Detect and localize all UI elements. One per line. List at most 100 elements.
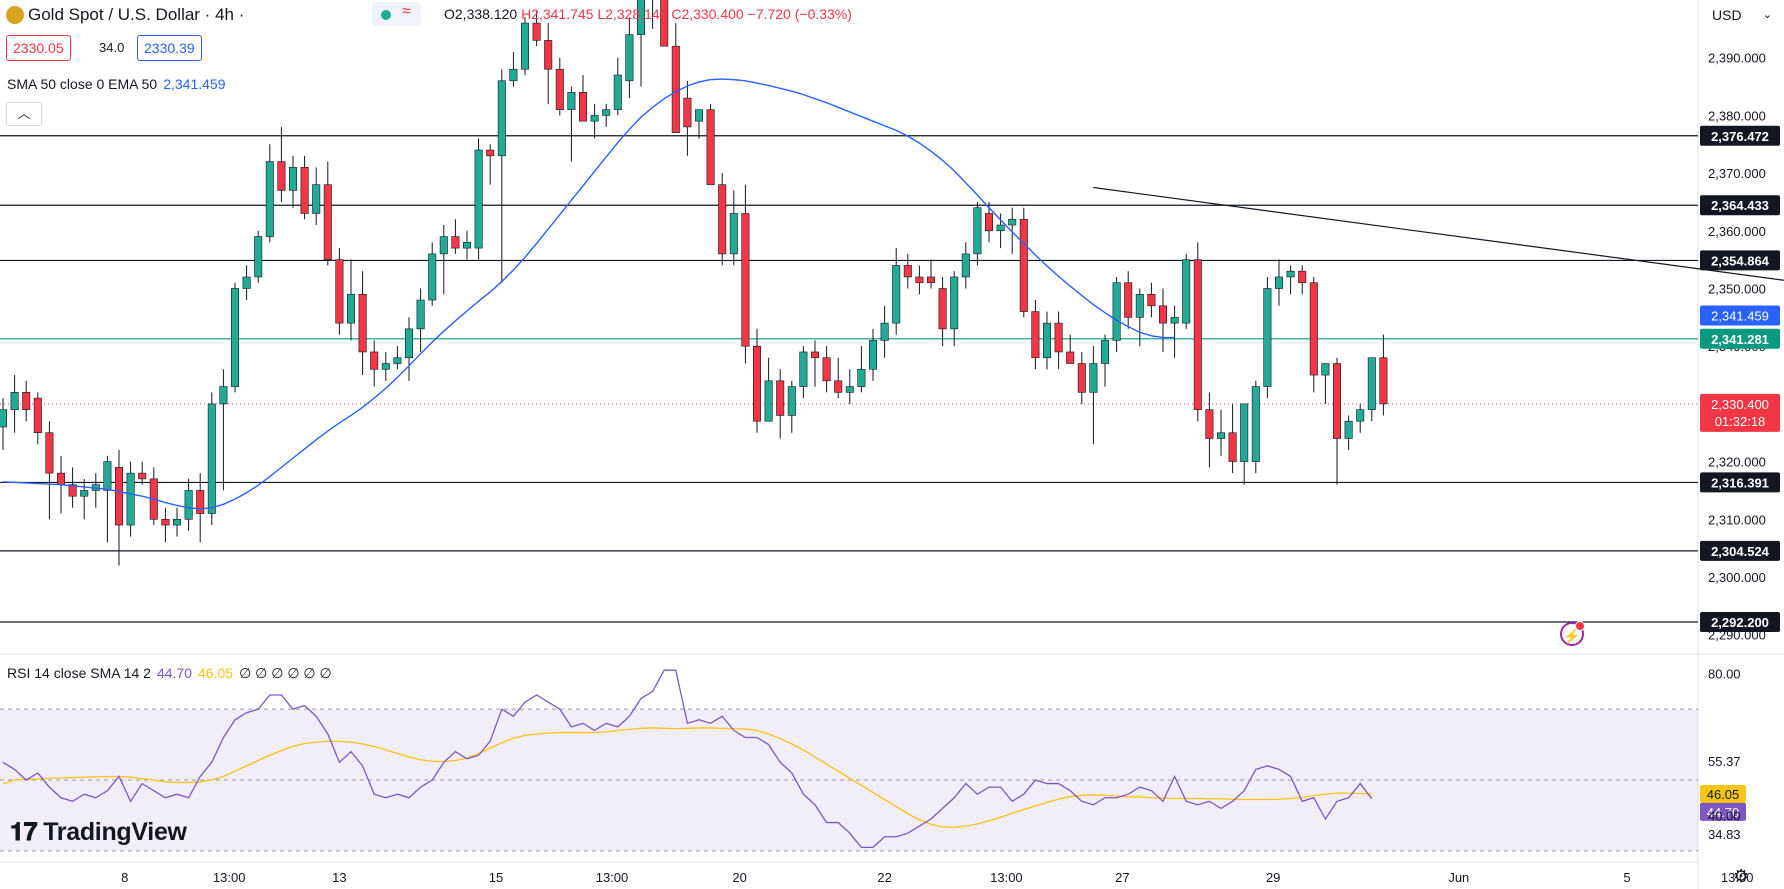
candle-up xyxy=(1042,322,1052,359)
time-tick-label: 29 xyxy=(1266,870,1280,885)
candle-down xyxy=(33,397,42,434)
candle-up xyxy=(799,351,808,387)
candle-up xyxy=(393,357,402,364)
time-tick-label: 22 xyxy=(877,870,891,885)
candle-up xyxy=(1263,288,1272,387)
level-label: 2,354.864 xyxy=(1711,253,1770,268)
candle-up xyxy=(1274,276,1284,289)
candle-up xyxy=(764,380,773,422)
candle-up xyxy=(80,490,89,497)
candle-up xyxy=(1182,259,1191,324)
candle-up xyxy=(1321,363,1330,376)
candle-down xyxy=(1332,363,1342,439)
sma-line xyxy=(2,78,1175,510)
candle-down xyxy=(660,0,669,47)
buy-button[interactable]: 2330.39 xyxy=(137,35,202,61)
rsi-legend[interactable]: RSI 14 close SMA 14 2 44.70 46.05 ∅ ∅ ∅ ∅ ∅… xyxy=(7,665,332,682)
candle-up xyxy=(868,340,878,370)
candle-up xyxy=(880,322,889,341)
price-tick-label: 2,300.000 xyxy=(1708,570,1766,585)
level-label-box xyxy=(1700,472,1780,493)
candle-up xyxy=(1112,282,1121,341)
ohlc-low: L2,328.145 xyxy=(597,6,668,22)
time-tick-label: 20 xyxy=(732,870,746,885)
candle-up xyxy=(428,253,437,301)
level-label: 2,341.281 xyxy=(1711,332,1769,347)
candle-up xyxy=(10,392,19,410)
candle-down xyxy=(451,236,460,249)
price-tick-label: 2,370.000 xyxy=(1708,166,1766,181)
time-tick-label: 27 xyxy=(1115,870,1129,885)
time-tick-label: 13:00 xyxy=(990,870,1023,885)
sma-indicator-value: 2,341.459 xyxy=(163,76,226,92)
price-tick-label: 2,380.000 xyxy=(1708,108,1766,123)
candle-up xyxy=(126,472,135,526)
candle-up xyxy=(950,276,959,330)
candle-up xyxy=(787,386,796,416)
candle-up xyxy=(1008,218,1017,226)
candle-up xyxy=(242,276,251,289)
candle-up xyxy=(1286,270,1295,278)
candle-down xyxy=(822,357,831,382)
candle-down xyxy=(671,45,680,134)
candle-up xyxy=(602,109,611,116)
candle-up xyxy=(1170,317,1179,324)
level-label-box xyxy=(1700,611,1780,632)
candle-down xyxy=(1379,357,1388,405)
spread-value: 34.0 xyxy=(99,40,125,55)
candle-up xyxy=(254,236,263,278)
candle-down xyxy=(1031,311,1040,359)
candle-down xyxy=(1077,363,1086,393)
market-status-pill[interactable] xyxy=(372,2,421,26)
candle-down xyxy=(984,213,994,232)
sell-button[interactable]: 2330.05 xyxy=(6,35,71,61)
time-tick-label: 13:00 xyxy=(596,870,629,885)
ohlc-readout: O2,338.120 H2,341.745 L2,328.145 C2,330.… xyxy=(444,6,852,22)
candle-up xyxy=(312,184,321,214)
candle-down xyxy=(1298,270,1307,284)
level-label-box xyxy=(1700,195,1780,216)
candle-up xyxy=(346,293,356,324)
candle-down xyxy=(706,109,715,185)
candle-down xyxy=(1193,259,1202,410)
tradingview-logo[interactable]: 𝟏𝟕 TradingView xyxy=(10,818,187,847)
candle-down xyxy=(1054,322,1063,353)
candle-up xyxy=(219,386,228,405)
level-label: 2,364.433 xyxy=(1711,198,1769,213)
candle-up xyxy=(416,299,425,330)
candle-down xyxy=(486,149,495,157)
flash-icon[interactable]: ⚡ xyxy=(1560,621,1585,646)
candle-down xyxy=(1066,351,1075,364)
rsi-label: RSI 14 close SMA 14 2 xyxy=(7,665,151,681)
level-label-box xyxy=(1700,328,1780,349)
candle-up xyxy=(996,224,1005,232)
level-label: 2,316.391 xyxy=(1711,475,1769,490)
candle-down xyxy=(358,293,367,353)
rsi-sma-label-box xyxy=(1700,785,1746,804)
candle-up xyxy=(961,253,970,278)
symbol-title[interactable]: Gold Spot / U.S. Dollar · 4h · xyxy=(28,5,245,24)
rsi-sma-line xyxy=(2,727,1372,828)
currency-select[interactable]: USD ⌄ xyxy=(1712,4,1776,26)
gear-icon[interactable]: ⚙ xyxy=(1733,866,1750,886)
candle-up xyxy=(1100,340,1110,364)
collapse-legend-button[interactable]: ︿ xyxy=(6,102,42,126)
trend-line xyxy=(1093,186,1784,281)
candle-up xyxy=(857,368,866,387)
candle-down xyxy=(718,184,727,255)
time-tick-label: 13:00 xyxy=(213,870,246,885)
candle-down xyxy=(196,490,205,514)
candle-down xyxy=(834,380,843,393)
candle-up xyxy=(1356,409,1365,422)
candle-down xyxy=(300,167,309,214)
candle-down xyxy=(277,161,286,191)
rsi-sma-value: 46.05 xyxy=(198,665,234,681)
level-label-box xyxy=(1700,125,1780,146)
rsi-tick-label: 40.00 xyxy=(1708,808,1741,823)
candle-up xyxy=(694,109,704,122)
candle-down xyxy=(926,276,936,284)
tradingview-logo-text: TradingView xyxy=(43,818,187,846)
sma-indicator-legend[interactable]: SMA 50 close 0 EMA 50 2,341.459 xyxy=(7,76,226,92)
candle-up xyxy=(0,409,8,428)
